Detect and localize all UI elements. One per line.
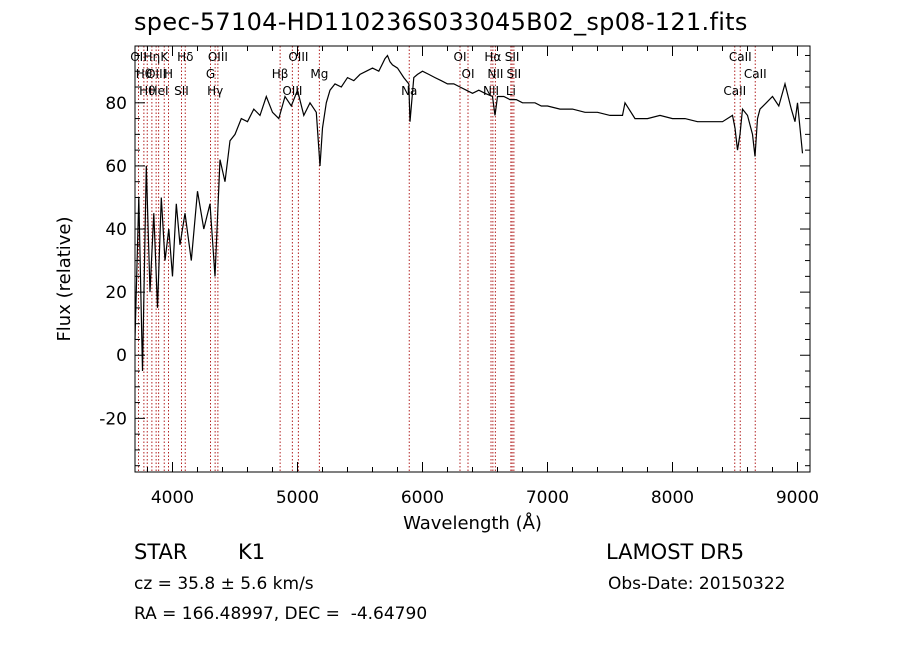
spectral-line-label: G xyxy=(206,67,215,81)
spectral-line-label: Hδ xyxy=(177,50,193,64)
redshift-cz: cz = 35.8 ± 5.6 km/s xyxy=(134,574,314,594)
spectral-line-label: OIII xyxy=(288,50,308,64)
spectral-line-label: SII xyxy=(505,50,520,64)
spectral-line-label: CaII xyxy=(744,67,767,81)
x-tick-label: 9000 xyxy=(776,488,819,508)
x-tick-label: 8000 xyxy=(651,488,694,508)
spectral-line-label: CaII xyxy=(723,84,746,98)
spectral-line-label: Li xyxy=(506,84,516,98)
observation-date: Obs-Date: 20150322 xyxy=(608,574,786,594)
object-subclass: K1 xyxy=(238,540,266,564)
plot-frame xyxy=(134,45,811,473)
spectral-line-label: OIII xyxy=(208,50,228,64)
y-tick-label: -20 xyxy=(99,409,127,429)
spectral-line-label: OI xyxy=(454,50,467,64)
spectral-line-label: CaII xyxy=(729,50,752,64)
spectral-line-label: H xyxy=(164,67,173,81)
spectral-line-label: K xyxy=(160,50,169,64)
spectral-line-label: SII xyxy=(507,67,522,81)
x-tick-label: 7000 xyxy=(526,488,569,508)
x-tick-label: 5000 xyxy=(276,488,319,508)
spectral-line-label: NII xyxy=(487,67,503,81)
spectral-line-label: Hθ xyxy=(139,84,155,98)
spectral-line-label: Hβ xyxy=(272,67,289,81)
spectral-line-label: SII xyxy=(174,84,189,98)
y-tick-label: 0 xyxy=(116,346,127,366)
spectral-line-label: OIII xyxy=(282,84,302,98)
x-axis-label: Wavelength (Å) xyxy=(403,512,542,534)
survey-name: LAMOST DR5 xyxy=(606,540,745,564)
ra-dec-coordinates: RA = 166.48997, DEC = -4.64790 xyxy=(134,604,428,624)
y-tick-label: 60 xyxy=(105,157,127,177)
spectral-line-label: Mg xyxy=(310,67,328,81)
y-tick-label: 20 xyxy=(105,283,127,303)
spectral-line-label: OI xyxy=(462,67,475,81)
x-tick-label: 4000 xyxy=(151,488,194,508)
object-type: STAR xyxy=(134,540,188,564)
spectral-line-label: Hη xyxy=(144,50,161,64)
y-axis-label: Flux (relative) xyxy=(54,216,75,341)
spectral-line-label: Hγ xyxy=(207,84,223,98)
x-tick-label: 6000 xyxy=(401,488,444,508)
y-tick-label: 80 xyxy=(105,94,127,114)
spectral-line-label: Hθ xyxy=(136,67,152,81)
spectral-line-label: OII xyxy=(130,50,147,64)
spectral-line-label: Hα xyxy=(484,50,501,64)
spectrum-line xyxy=(134,54,804,372)
y-tick-label: 40 xyxy=(105,220,127,240)
spectral-line-label: OIII xyxy=(146,67,166,81)
chart-title: spec-57104-HD110236S033045B02_sp08-121.f… xyxy=(134,8,748,36)
spectral-line-label: HeI xyxy=(149,84,169,98)
